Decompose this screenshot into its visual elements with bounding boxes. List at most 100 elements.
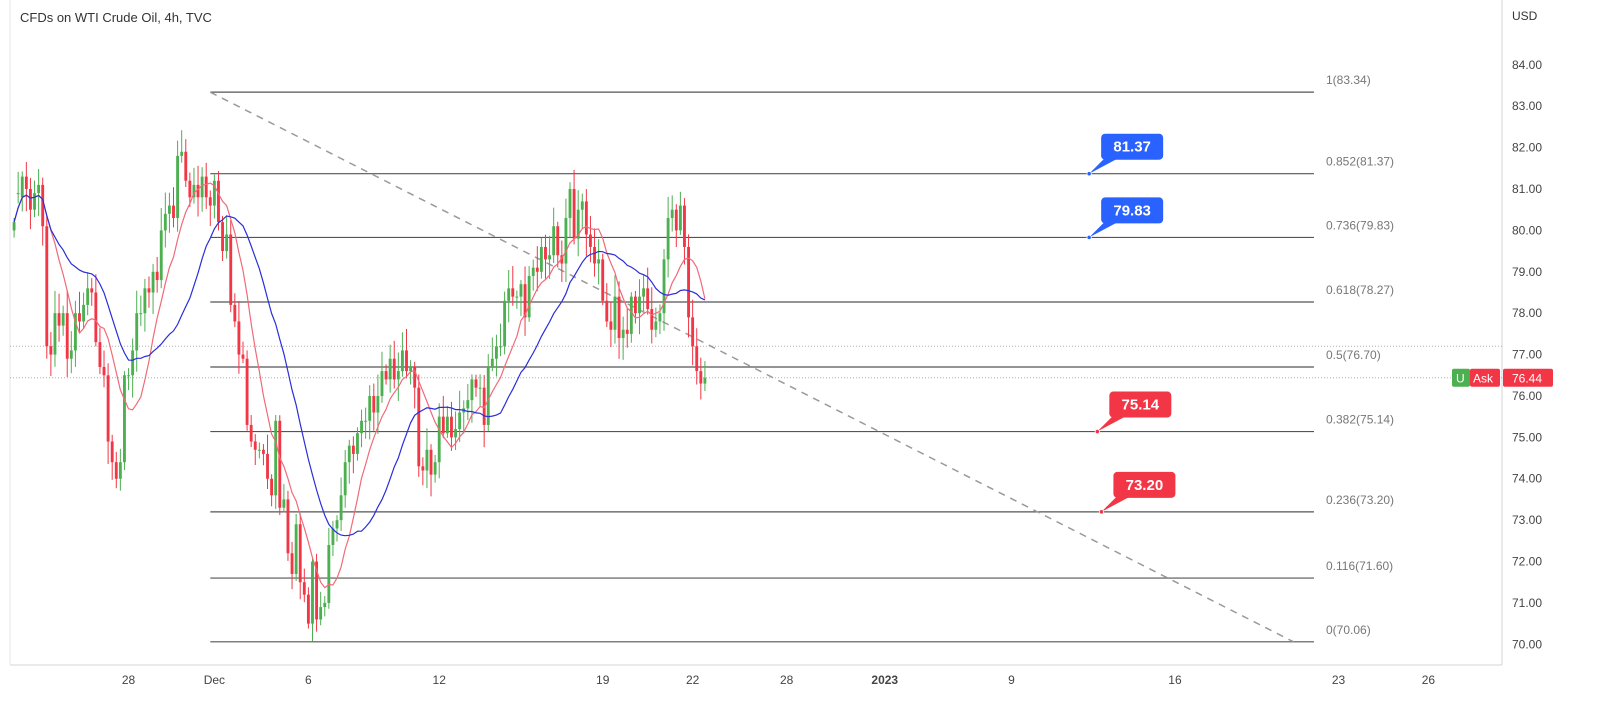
candle[interactable] [298,513,302,600]
candle[interactable] [372,383,376,431]
candle[interactable] [601,253,605,306]
time-axis[interactable]: 28 Dec 6 12 19 22 28 2023 9 16 23 26 [122,673,1436,687]
candle[interactable] [486,354,490,432]
candle[interactable] [621,316,625,360]
candle[interactable] [593,228,596,277]
candle[interactable] [90,278,94,306]
current-price-badge[interactable]: U Ask 76.44 [1452,368,1553,387]
candle[interactable] [257,442,261,459]
candle[interactable] [319,591,323,626]
candle[interactable] [662,249,666,331]
candle[interactable] [102,350,106,388]
candle[interactable] [204,162,208,209]
candle[interactable] [413,361,417,409]
candle[interactable] [433,454,437,483]
candle[interactable] [417,374,421,477]
candle[interactable] [421,457,425,486]
candle[interactable] [380,351,384,403]
candle[interactable] [278,415,282,516]
candle[interactable] [629,292,633,343]
candle[interactable] [392,340,396,389]
candle[interactable] [94,274,98,347]
candle[interactable] [176,140,180,232]
candle[interactable] [139,295,143,327]
candle[interactable] [114,451,118,489]
candle[interactable] [131,338,135,398]
candle[interactable] [425,428,429,488]
candle[interactable] [65,290,69,378]
candle[interactable] [691,299,695,366]
candle[interactable] [670,195,674,232]
candle[interactable] [539,237,543,279]
candle[interactable] [441,395,445,439]
candle[interactable] [253,434,257,466]
candle[interactable] [568,182,572,239]
candle[interactable] [172,187,175,228]
candle[interactable] [511,266,515,306]
candle[interactable] [180,130,184,163]
candle[interactable] [699,357,703,400]
candle[interactable] [69,331,73,374]
candle[interactable] [78,291,81,334]
candle[interactable] [237,301,241,374]
candle[interactable] [33,180,36,218]
candle[interactable] [306,587,310,629]
candle[interactable] [376,374,380,434]
candle[interactable] [245,350,249,431]
candle[interactable] [274,415,278,509]
candle[interactable] [360,409,363,448]
candle[interactable] [20,171,24,212]
candle[interactable] [666,196,670,278]
candle[interactable] [347,439,351,484]
candle[interactable] [564,198,568,282]
candle[interactable] [225,215,229,259]
candle[interactable] [515,290,519,309]
candle[interactable] [41,177,45,246]
candle[interactable] [388,344,392,393]
candle[interactable] [535,246,539,292]
candle[interactable] [560,240,564,283]
candle[interactable] [49,332,53,376]
candle[interactable] [315,553,319,632]
candle[interactable] [458,390,462,442]
candle[interactable] [196,165,200,217]
candle[interactable] [474,374,478,397]
candle[interactable] [343,450,347,508]
candle[interactable] [437,403,441,479]
candle[interactable] [159,207,163,289]
candle[interactable] [184,139,188,187]
candle[interactable] [584,189,588,256]
candle[interactable] [290,541,294,590]
candle[interactable] [188,172,192,208]
candle[interactable] [127,368,130,391]
candle[interactable] [495,334,498,377]
candle[interactable] [221,215,224,261]
candle[interactable] [217,170,220,231]
candle[interactable] [450,401,453,451]
candle[interactable] [445,406,449,438]
candle[interactable] [490,337,494,372]
candle[interactable] [327,527,331,609]
candle[interactable] [249,415,253,448]
candle[interactable] [646,267,650,315]
candle[interactable] [167,192,171,233]
candle[interactable] [625,308,629,348]
candle[interactable] [339,477,343,531]
candle[interactable] [678,191,682,235]
candle[interactable] [695,328,699,385]
price-callout[interactable]: 73.20 [1098,471,1176,515]
candle[interactable] [208,190,212,226]
candle[interactable] [531,259,535,291]
candle[interactable] [544,234,547,279]
candle[interactable] [118,448,122,491]
candle[interactable] [683,198,686,265]
candle[interactable] [311,556,314,642]
candle[interactable] [286,490,290,561]
candle[interactable] [527,266,531,322]
candle[interactable] [192,167,196,204]
candle[interactable] [507,269,511,323]
price-callouts[interactable]: 81.37 79.83 75.14 73.20 [1086,133,1176,515]
candle[interactable] [61,305,65,336]
candle[interactable] [45,215,49,359]
